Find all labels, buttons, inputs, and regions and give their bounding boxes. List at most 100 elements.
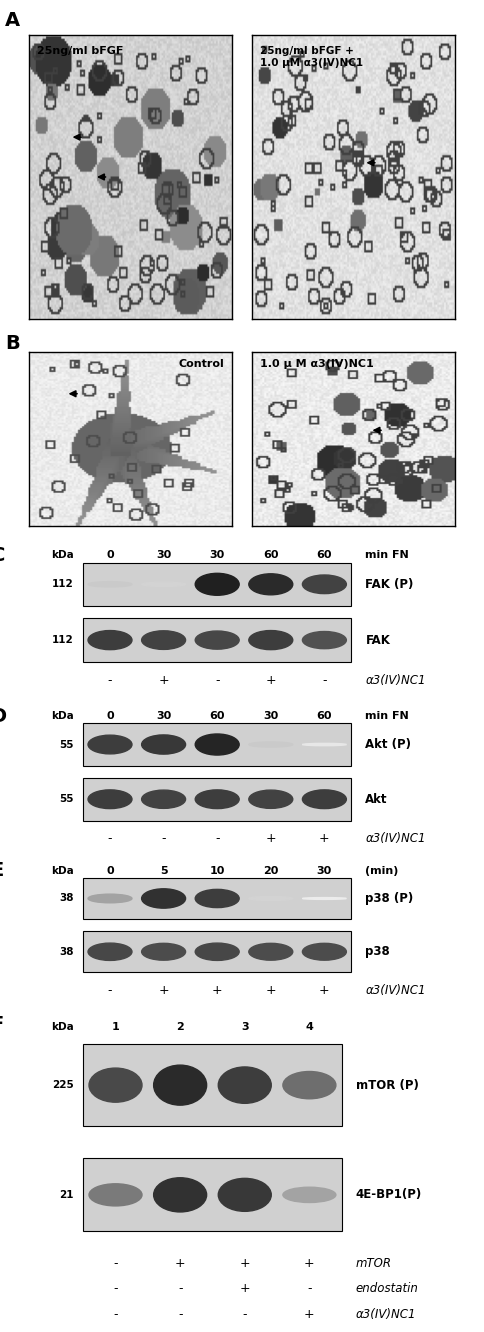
Ellipse shape [89, 1068, 142, 1102]
Ellipse shape [302, 943, 347, 960]
Ellipse shape [88, 790, 132, 809]
Text: 55: 55 [59, 739, 74, 750]
Ellipse shape [142, 888, 185, 908]
Text: 0: 0 [106, 711, 114, 721]
Ellipse shape [249, 790, 293, 809]
Text: +: + [212, 984, 223, 996]
Ellipse shape [283, 1187, 336, 1203]
Text: +: + [304, 1256, 315, 1269]
Ellipse shape [89, 1184, 142, 1205]
Text: α3(IV)NC1: α3(IV)NC1 [365, 674, 426, 687]
Text: 30: 30 [156, 711, 171, 721]
Text: 10: 10 [210, 866, 225, 876]
Text: α3(IV)NC1: α3(IV)NC1 [356, 1308, 416, 1320]
Text: FAK (P): FAK (P) [365, 578, 414, 591]
Text: 0: 0 [106, 866, 114, 876]
Text: 225: 225 [52, 1080, 74, 1090]
Text: +: + [319, 984, 330, 996]
Text: 38: 38 [59, 947, 74, 956]
Text: -: - [215, 832, 219, 846]
Text: Akt: Akt [365, 793, 388, 806]
Text: 25ng/ml bFGF +
1.0 μM α3(IV)NC1: 25ng/ml bFGF + 1.0 μM α3(IV)NC1 [260, 47, 363, 68]
Ellipse shape [88, 735, 132, 754]
Text: -: - [113, 1256, 118, 1269]
Ellipse shape [249, 742, 293, 747]
Text: -: - [178, 1308, 182, 1320]
Text: 60: 60 [210, 711, 225, 721]
Text: 112: 112 [52, 579, 74, 589]
Text: endostatin: endostatin [356, 1283, 419, 1295]
Text: -: - [322, 674, 327, 687]
Text: -: - [242, 1308, 247, 1320]
Text: 20: 20 [263, 866, 278, 876]
Text: C: C [0, 546, 5, 565]
Ellipse shape [88, 630, 132, 650]
Bar [83, 931, 351, 972]
Ellipse shape [142, 790, 185, 809]
Ellipse shape [302, 575, 347, 594]
Text: 4E-BP1(P): 4E-BP1(P) [356, 1188, 422, 1201]
Text: 30: 30 [263, 711, 278, 721]
Ellipse shape [249, 896, 293, 900]
Text: 4: 4 [305, 1022, 313, 1031]
Ellipse shape [195, 573, 239, 595]
Text: min FN: min FN [365, 550, 409, 561]
Ellipse shape [249, 630, 293, 650]
Text: +: + [175, 1256, 185, 1269]
Text: 5: 5 [160, 866, 167, 876]
Ellipse shape [142, 582, 185, 586]
Text: +: + [266, 674, 276, 687]
Text: Control: Control [179, 358, 224, 369]
Text: 25ng/ml bFGF: 25ng/ml bFGF [37, 47, 123, 56]
Bar [83, 1159, 342, 1231]
Ellipse shape [142, 943, 185, 960]
Text: 60: 60 [317, 550, 332, 561]
Text: mTOR: mTOR [356, 1256, 392, 1269]
Text: A: A [5, 11, 20, 31]
Ellipse shape [88, 943, 132, 960]
Text: 1.0 μ M α3(IV)NC1: 1.0 μ M α3(IV)NC1 [260, 358, 374, 369]
Bar [83, 778, 351, 821]
Ellipse shape [88, 582, 132, 587]
Bar [83, 618, 351, 662]
Text: kDa: kDa [51, 866, 74, 876]
Ellipse shape [283, 1071, 336, 1099]
Text: -: - [113, 1283, 118, 1295]
Bar [83, 1044, 342, 1127]
Text: p38: p38 [365, 946, 390, 958]
Text: -: - [215, 674, 219, 687]
Ellipse shape [249, 943, 293, 960]
Text: -: - [113, 1308, 118, 1320]
Ellipse shape [195, 631, 239, 649]
Bar [83, 562, 351, 606]
Text: 30: 30 [210, 550, 225, 561]
Ellipse shape [142, 631, 185, 650]
Text: +: + [158, 984, 169, 996]
Ellipse shape [195, 790, 239, 809]
Text: 60: 60 [317, 711, 332, 721]
Text: (min): (min) [365, 866, 399, 876]
Text: p38 (P): p38 (P) [365, 892, 414, 904]
Ellipse shape [195, 734, 239, 755]
Text: -: - [108, 674, 112, 687]
Ellipse shape [218, 1179, 271, 1211]
Ellipse shape [195, 890, 239, 907]
Text: D: D [0, 706, 7, 726]
Text: kDa: kDa [51, 1022, 74, 1031]
Ellipse shape [302, 790, 347, 809]
Ellipse shape [153, 1177, 207, 1212]
Ellipse shape [302, 743, 347, 746]
Text: 2: 2 [176, 1022, 184, 1031]
Text: 55: 55 [59, 794, 74, 805]
Ellipse shape [302, 631, 347, 649]
Text: Akt (P): Akt (P) [365, 738, 411, 751]
Text: 21: 21 [59, 1189, 74, 1200]
Text: -: - [178, 1283, 182, 1295]
Text: F: F [0, 1015, 4, 1034]
Text: 112: 112 [52, 635, 74, 645]
Text: -: - [108, 984, 112, 996]
Text: 0: 0 [106, 550, 114, 561]
Text: α3(IV)NC1: α3(IV)NC1 [365, 832, 426, 846]
Text: kDa: kDa [51, 550, 74, 561]
Text: +: + [240, 1256, 250, 1269]
